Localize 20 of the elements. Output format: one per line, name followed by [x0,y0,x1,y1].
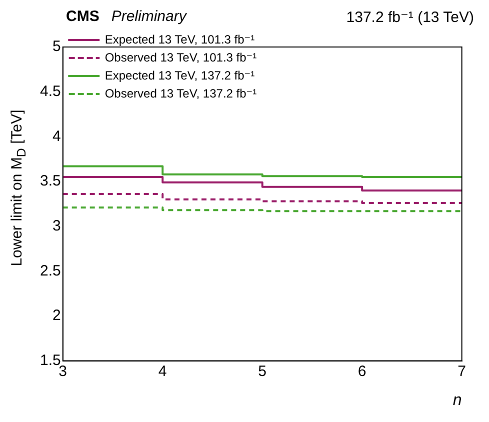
x-tick-label: 7 [458,362,466,380]
y-tick-label: 1.5 [40,352,61,369]
text: 137.2 fb⁻¹ (13 TeV) [346,8,474,26]
y-tick-label: 3.5 [40,172,61,190]
chart-subtitle: Preliminary [111,8,186,25]
chart-title: CMS [66,8,100,25]
x-tick-label: 6 [358,362,366,380]
y-tick-label: 3 [52,217,61,234]
y-tick-label: 4 [52,128,61,145]
legend-label: Observed 13 TeV, 137.2 fb⁻¹ [104,86,257,100]
legend-label: Observed 13 TeV, 101.3 fb⁻¹ [104,50,257,64]
x-tick-label: 4 [158,362,167,380]
y-tick-label: 2 [52,307,61,324]
y-tick-label: 5 [52,38,61,56]
y-tick-label: 2.5 [40,262,61,280]
x-axis-title: n [452,392,462,409]
x-tick-label: 5 [258,362,267,380]
legend-label: Expected 13 TeV, 137.2 fb⁻¹ [104,68,255,82]
y-tick-label: 4.5 [40,82,61,100]
legend-label: Expected 13 TeV, 101.3 fb⁻¹ [104,32,255,46]
